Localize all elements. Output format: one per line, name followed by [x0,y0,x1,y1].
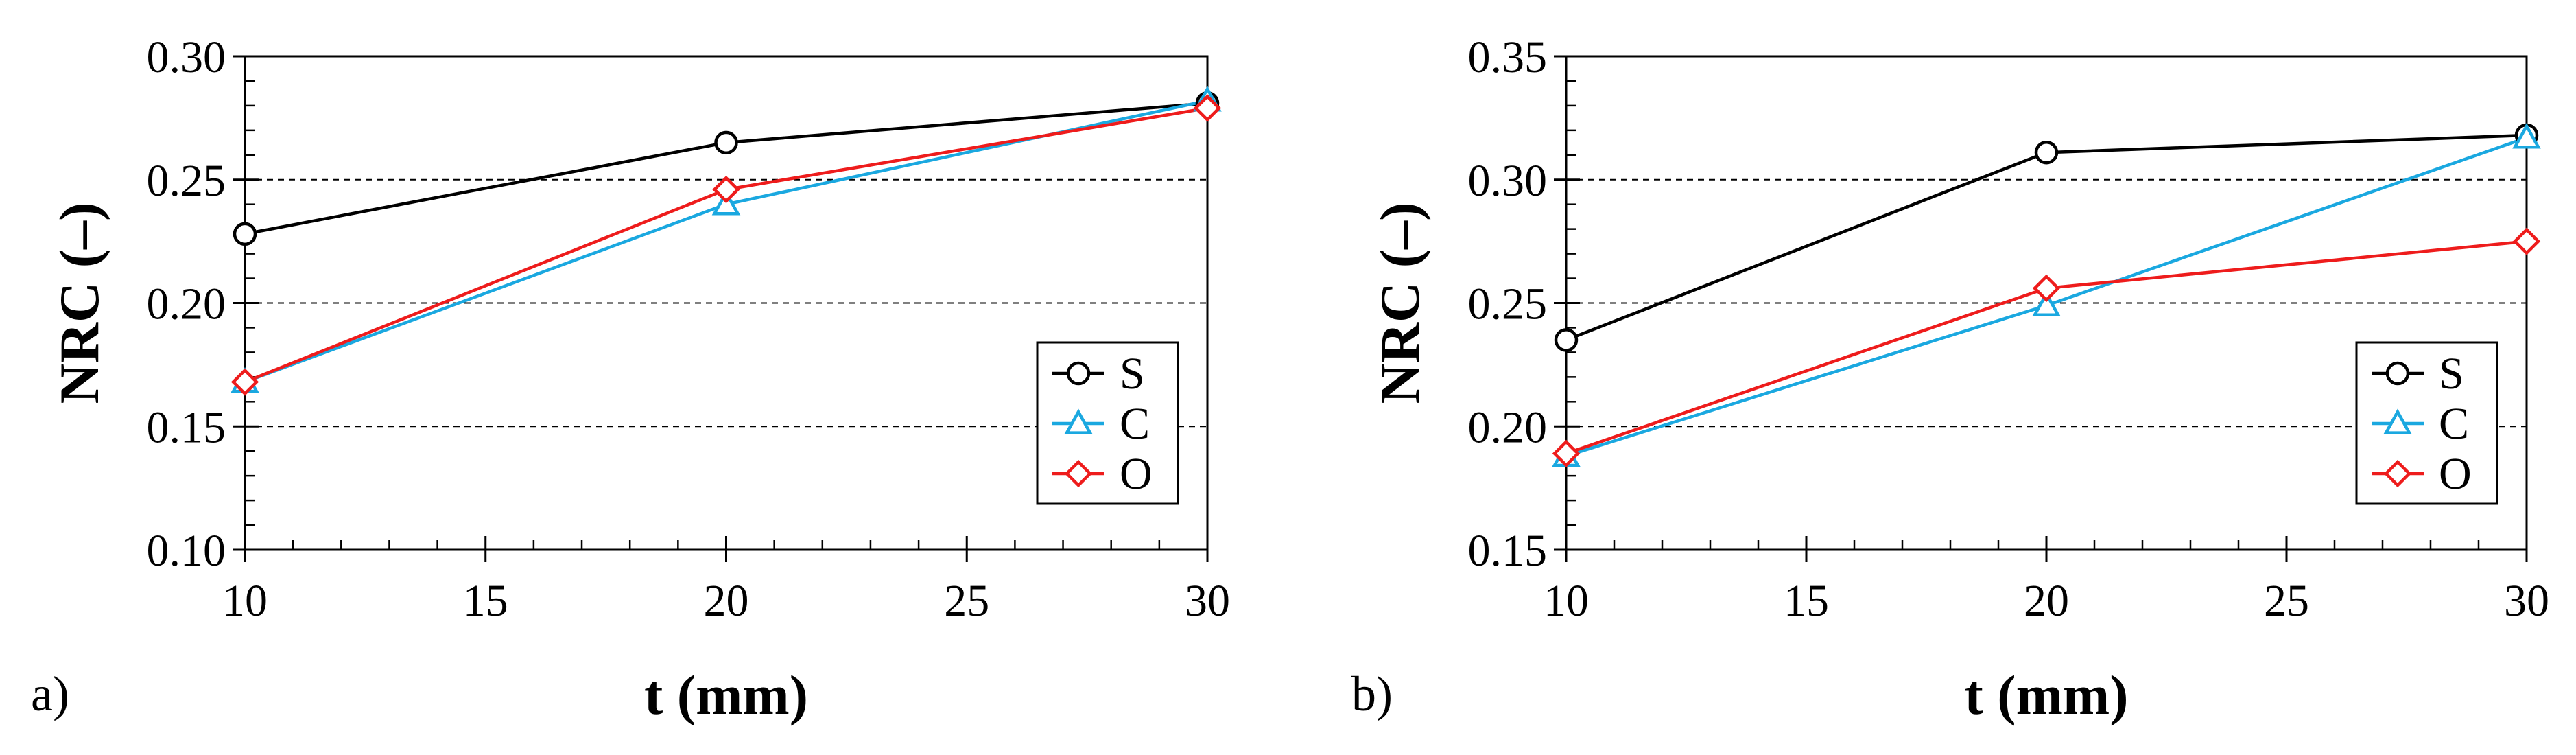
legend: SCO [2355,341,2498,505]
data-point-s [2034,140,2059,165]
y-tick-label: 0.25 [147,156,226,206]
x-axis-title: t (mm) [1964,664,2128,726]
legend-label-o: O [1120,449,1153,499]
y-axis-title: NRC (–) [48,202,110,404]
x-tick-label: 15 [1784,576,1829,626]
legend-label-c: C [1120,399,1150,449]
legend-marker-s [2385,361,2410,386]
y-tick-label: 0.20 [147,279,226,329]
x-tick-label: 10 [1544,576,1589,626]
data-point-o [712,175,740,204]
data-point-o [1193,94,1222,122]
data-point-c [2032,290,2061,316]
data-point-o [231,368,259,396]
legend-marker-o [2383,459,2412,488]
legend-marker-o [1064,459,1093,488]
legend-marker-s [1066,361,1091,386]
data-point-s [714,130,738,155]
chart-panel-a: 0.10 0.15 0.20 0.25 0.30 10 15 20 25 30 t (mm) NRC … [31,32,1230,726]
y-axis-title: NRC (–) [1369,202,1431,404]
y-tick-label: 0.15 [147,402,226,452]
panel-label: b) [1351,666,1393,721]
x-tick-label: 20 [704,576,749,626]
y-tick-label: 0.15 [1468,526,1548,576]
y-tick-label: 0.20 [1468,402,1548,452]
y-tick-label: 0.25 [1468,279,1548,329]
data-point-s [233,222,257,246]
x-tick-label: 30 [2504,576,2549,626]
x-tick-label: 25 [944,576,989,626]
y-tick-label: 0.30 [1468,156,1548,206]
x-tick-label: 25 [2264,576,2309,626]
panel-label: a) [31,666,69,721]
legend-label-o: O [2439,449,2472,499]
data-point-o [2512,227,2541,255]
legend-marker-c [2383,408,2412,434]
y-tick-label: 0.10 [147,526,226,576]
y-tick-label: 0.30 [147,32,226,82]
data-point-c [2512,123,2541,149]
x-tick-label: 15 [463,576,508,626]
x-tick-label: 10 [222,576,268,626]
legend-label-c: C [2439,399,2469,449]
chart-panel-b: 0.15 0.20 0.25 0.30 0.35 10 15 20 25 30 t (mm) NRC … [1351,32,2549,726]
legend-label-s: S [1120,349,1145,399]
data-point-s [1554,328,1579,352]
data-point-o [1552,439,1581,467]
data-point-o [2032,274,2061,303]
x-axis-title: t (mm) [644,664,808,726]
x-tick-label: 20 [2024,576,2069,626]
legend-label-s: S [2439,349,2464,399]
y-tick-label: 0.35 [1468,32,1548,82]
x-tick-label: 30 [1185,576,1230,626]
legend-marker-c [1064,408,1093,434]
legend: SCO [1036,341,1179,505]
